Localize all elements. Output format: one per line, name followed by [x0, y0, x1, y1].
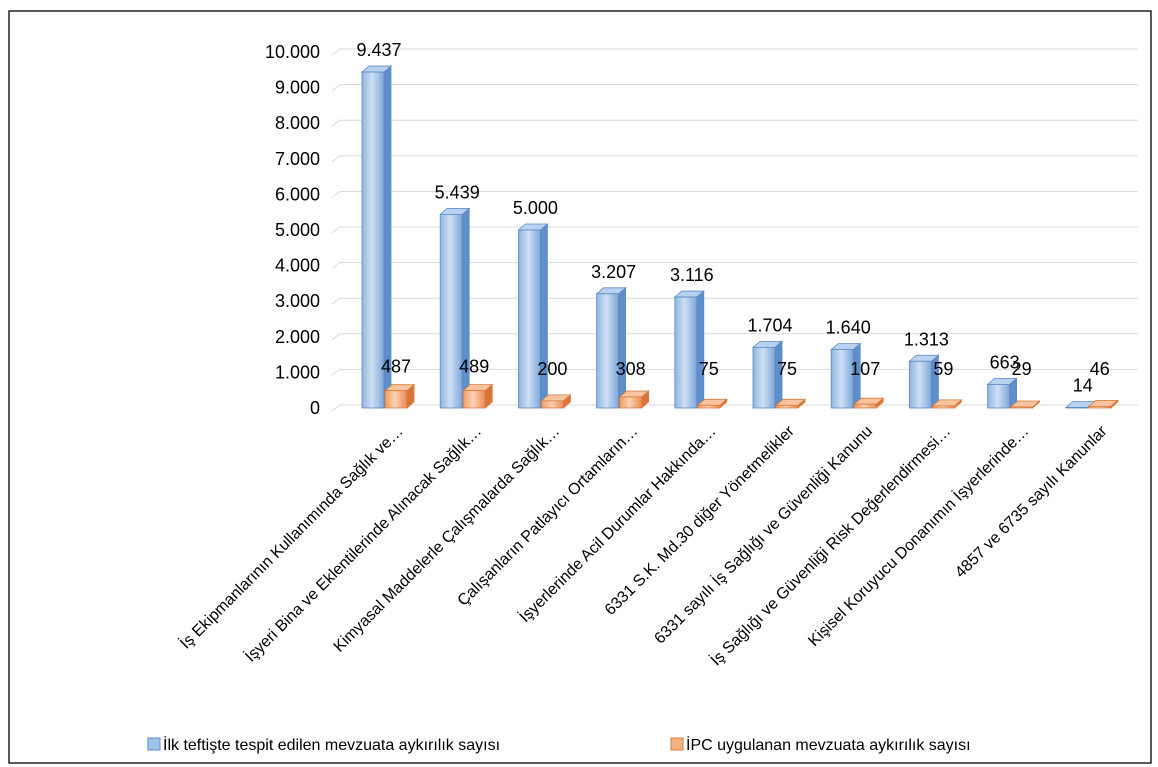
data-label-1-3: 5.000	[513, 198, 558, 218]
chart-frame	[8, 10, 1152, 764]
data-label-1-10: 14	[1073, 376, 1093, 396]
bar-1-1	[361, 71, 385, 409]
data-label-2-6: 75	[777, 359, 797, 379]
bar-1-5-side	[696, 290, 705, 409]
bar-2-6	[775, 404, 799, 409]
bar-2-7	[853, 403, 877, 409]
y-tick-label: 0	[310, 398, 320, 418]
data-label-2-4: 308	[616, 359, 646, 379]
gridline-depth	[331, 155, 341, 163]
y-tick-label: 9.000	[275, 78, 320, 98]
data-label-1-2: 5.439	[435, 182, 480, 202]
bar-1-8	[909, 360, 932, 409]
bar-2-9	[1010, 406, 1033, 409]
data-label-2-7: 107	[850, 359, 880, 379]
data-label-1-9: 663	[990, 352, 1020, 372]
legend-label-series-1: İlk teftişte tespit edilen mevzuata aykı…	[163, 735, 500, 754]
data-label-1-7: 1.640	[826, 318, 871, 338]
data-label-2-3: 200	[537, 359, 567, 379]
bar-1-5	[674, 296, 698, 409]
data-label-1-5: 3.116	[670, 265, 714, 285]
y-tick-label: 10.000	[265, 42, 320, 62]
bar-1-3-side	[540, 223, 548, 409]
bar-2-10	[1088, 405, 1112, 409]
bar-2-5	[697, 404, 721, 409]
bar-2-1	[384, 390, 408, 409]
bar-1-10	[1065, 407, 1089, 409]
legend: İlk teftişte tespit edilen mevzuata aykı…	[147, 735, 971, 754]
y-tick-label: 6.000	[275, 184, 320, 204]
gridline-depth	[331, 226, 341, 234]
legend-swatch-series-1	[147, 737, 161, 751]
bar-2-3	[541, 400, 564, 409]
bar-2-2	[462, 390, 486, 409]
gridline-depth	[331, 84, 341, 91]
data-label-2-10: 46	[1090, 359, 1110, 379]
bar-1-4-side	[618, 286, 626, 409]
y-axis-tick-labels: 0 1.000 2.000 3.000 4.000 5.000 6.000 7.000 8.00…	[265, 42, 320, 418]
y-tick-label: 5.000	[275, 220, 320, 240]
data-label-1-4: 3.207	[591, 262, 636, 282]
data-label-2-8: 59	[933, 359, 953, 379]
gridline-depth	[331, 404, 341, 412]
data-label-1-1: 9.437	[356, 40, 401, 60]
gridline-depth	[331, 190, 341, 198]
gridline-depth	[331, 48, 341, 56]
gridline-depth	[331, 368, 341, 376]
bars	[360, 65, 1119, 409]
y-tick-label: 7.000	[275, 149, 320, 169]
data-label-1-8: 1.313	[904, 329, 949, 349]
bar-1-4	[596, 293, 619, 409]
bar-1-9	[987, 383, 1010, 409]
bar-2-4	[619, 396, 642, 409]
data-label-2-2: 489	[459, 357, 489, 377]
y-tick-label: 2.000	[275, 327, 320, 347]
bar-1-2	[439, 213, 463, 409]
bar-1-6	[752, 346, 776, 409]
legend-swatch-series-2	[670, 737, 684, 751]
y-tick-label: 8.000	[275, 113, 320, 133]
gridline-depth	[331, 119, 341, 127]
data-label-2-1: 487	[381, 357, 411, 377]
y-tick-label: 4.000	[275, 256, 320, 276]
gridline-depth	[331, 262, 341, 270]
gridline-depth	[331, 333, 341, 341]
data-label-1-6: 1.704	[747, 315, 792, 335]
gridline-depth	[331, 297, 341, 305]
data-label-2-5: 75	[699, 359, 719, 379]
bar-1-2-side	[461, 207, 470, 409]
data-label-2-9: 29	[1012, 359, 1032, 379]
data-labels: 9.437 487 5.439 489 5.000 200 3.207 308 3.116 75 1…	[356, 40, 1109, 395]
gridlines	[331, 48, 1138, 412]
y-tick-label: 3.000	[275, 291, 320, 311]
bar-2-8	[932, 405, 955, 409]
bar-1-7	[830, 349, 854, 409]
y-tick-label: 1.000	[275, 362, 320, 382]
bar-1-3	[518, 229, 541, 409]
legend-label-series-2: İPC uygulanan mevzuata aykırılık sayısı	[686, 735, 971, 754]
